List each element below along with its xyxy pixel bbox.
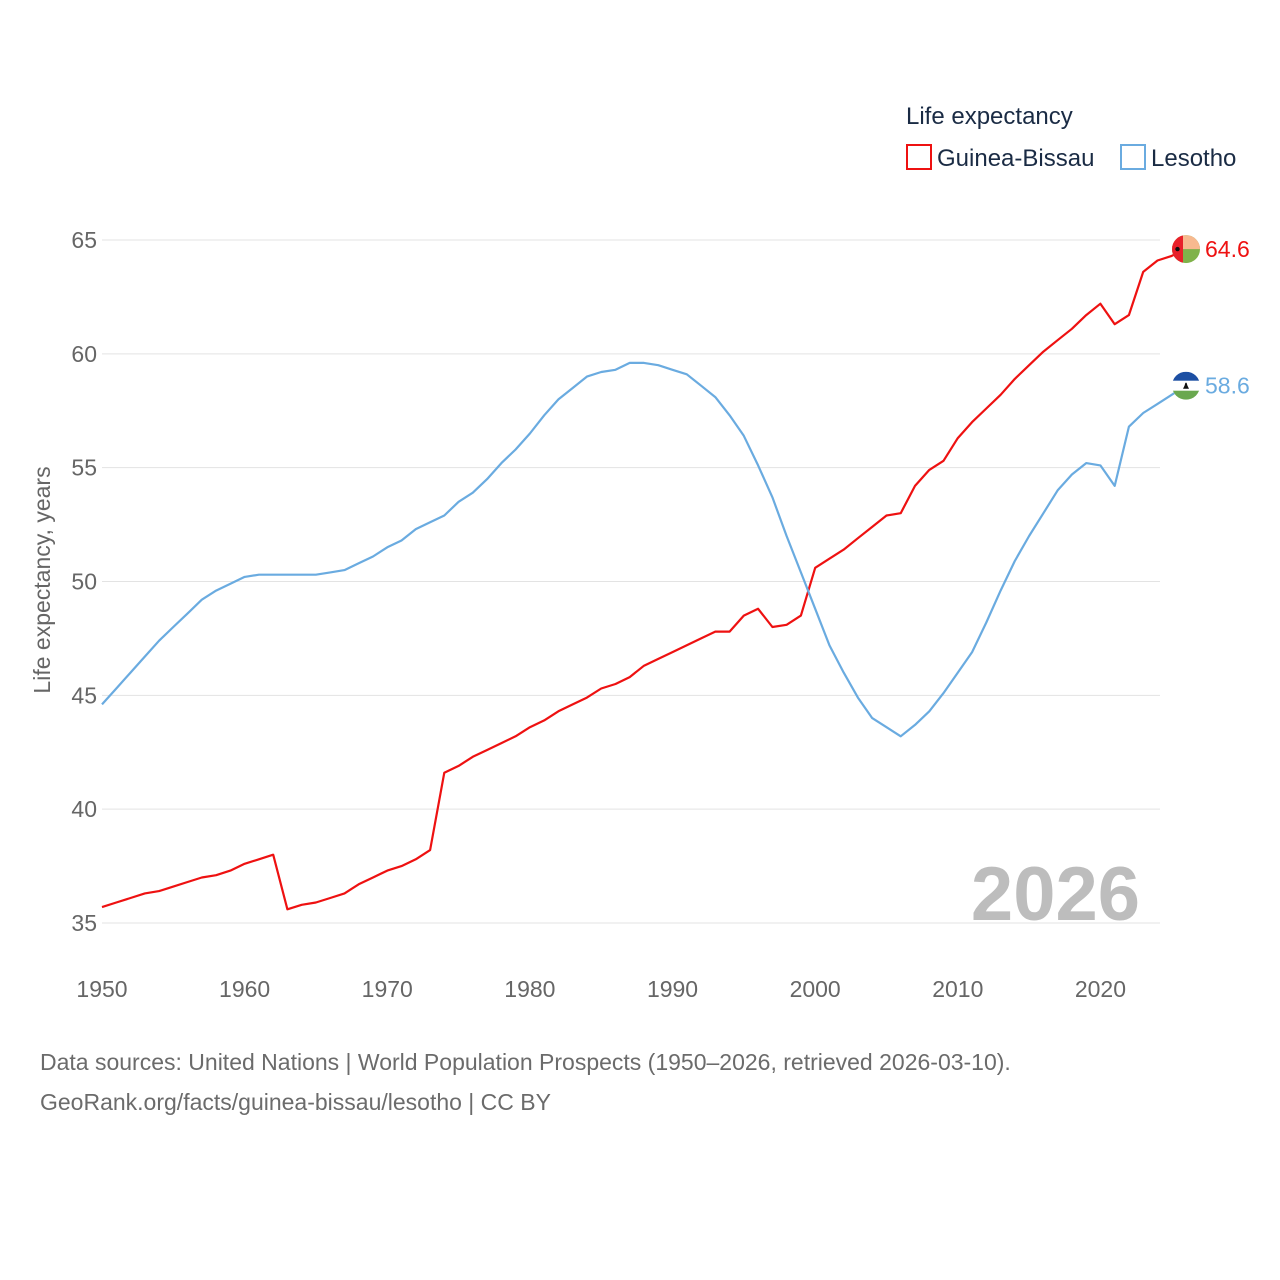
x-tick-label-2000: 2000 bbox=[790, 976, 841, 1002]
y-tick-label-65: 65 bbox=[71, 227, 97, 253]
source-link[interactable]: GeoRank.org/facts/guinea-bissau/lesotho … bbox=[40, 1089, 551, 1115]
x-axis: 1950 1960 1970 1980 1990 2000 2010 2020 bbox=[76, 976, 1126, 1002]
series-layer: 64.6 58.6 bbox=[101, 236, 1250, 911]
x-tick-label-1960: 1960 bbox=[219, 976, 270, 1002]
end-value-label-guinea-bissau: 64.6 bbox=[1205, 236, 1250, 262]
source-line: Data sources: United Nations | World Pop… bbox=[40, 1049, 1011, 1075]
legend-swatch-lesotho bbox=[1120, 144, 1146, 170]
y-tick-label-55: 55 bbox=[71, 455, 97, 481]
y-axis: 35 40 45 50 55 60 65 bbox=[71, 227, 97, 936]
line-chart: 35 40 45 50 55 60 65 1950 1960 1970 1980 1990 2000 2… bbox=[29, 103, 1250, 1002]
legend-item-lesotho[interactable]: Lesotho bbox=[1120, 144, 1236, 172]
source-note: Data sources: United Nations | World Pop… bbox=[40, 1042, 1240, 1122]
lesotho-flag-icon bbox=[1172, 371, 1200, 400]
x-tick-label-1950: 1950 bbox=[76, 976, 127, 1002]
x-tick-label-2020: 2020 bbox=[1075, 976, 1126, 1002]
guinea-bissau-flag-icon bbox=[1172, 235, 1200, 264]
end-value-label-lesotho: 58.6 bbox=[1205, 373, 1250, 399]
y-tick-label-35: 35 bbox=[71, 910, 97, 936]
x-tick-label-1970: 1970 bbox=[362, 976, 413, 1002]
x-tick-label-2010: 2010 bbox=[932, 976, 983, 1002]
legend-label-lesotho: Lesotho bbox=[1151, 145, 1236, 172]
y-axis-title: Life expectancy, years bbox=[29, 466, 55, 693]
y-tick-label-45: 45 bbox=[71, 682, 97, 708]
legend-title: Life expectancy bbox=[906, 103, 1073, 130]
y-tick-label-40: 40 bbox=[71, 796, 97, 822]
legend: Life expectancy Guinea-Bissau Lesotho bbox=[906, 103, 1236, 172]
x-tick-label-1990: 1990 bbox=[647, 976, 698, 1002]
y-tick-label-50: 50 bbox=[71, 569, 97, 595]
grid bbox=[102, 239, 1160, 924]
legend-item-guinea-bissau[interactable]: Guinea-Bissau bbox=[906, 144, 1094, 172]
series-line-lesotho[interactable] bbox=[101, 361, 1187, 738]
y-tick-label-60: 60 bbox=[71, 341, 97, 367]
legend-swatch-guinea-bissau bbox=[906, 144, 932, 170]
legend-label-guinea-bissau: Guinea-Bissau bbox=[937, 145, 1094, 172]
x-tick-label-1980: 1980 bbox=[504, 976, 555, 1002]
series-line-guinea-bissau[interactable] bbox=[101, 248, 1187, 911]
year-label: 2026 bbox=[971, 852, 1140, 937]
